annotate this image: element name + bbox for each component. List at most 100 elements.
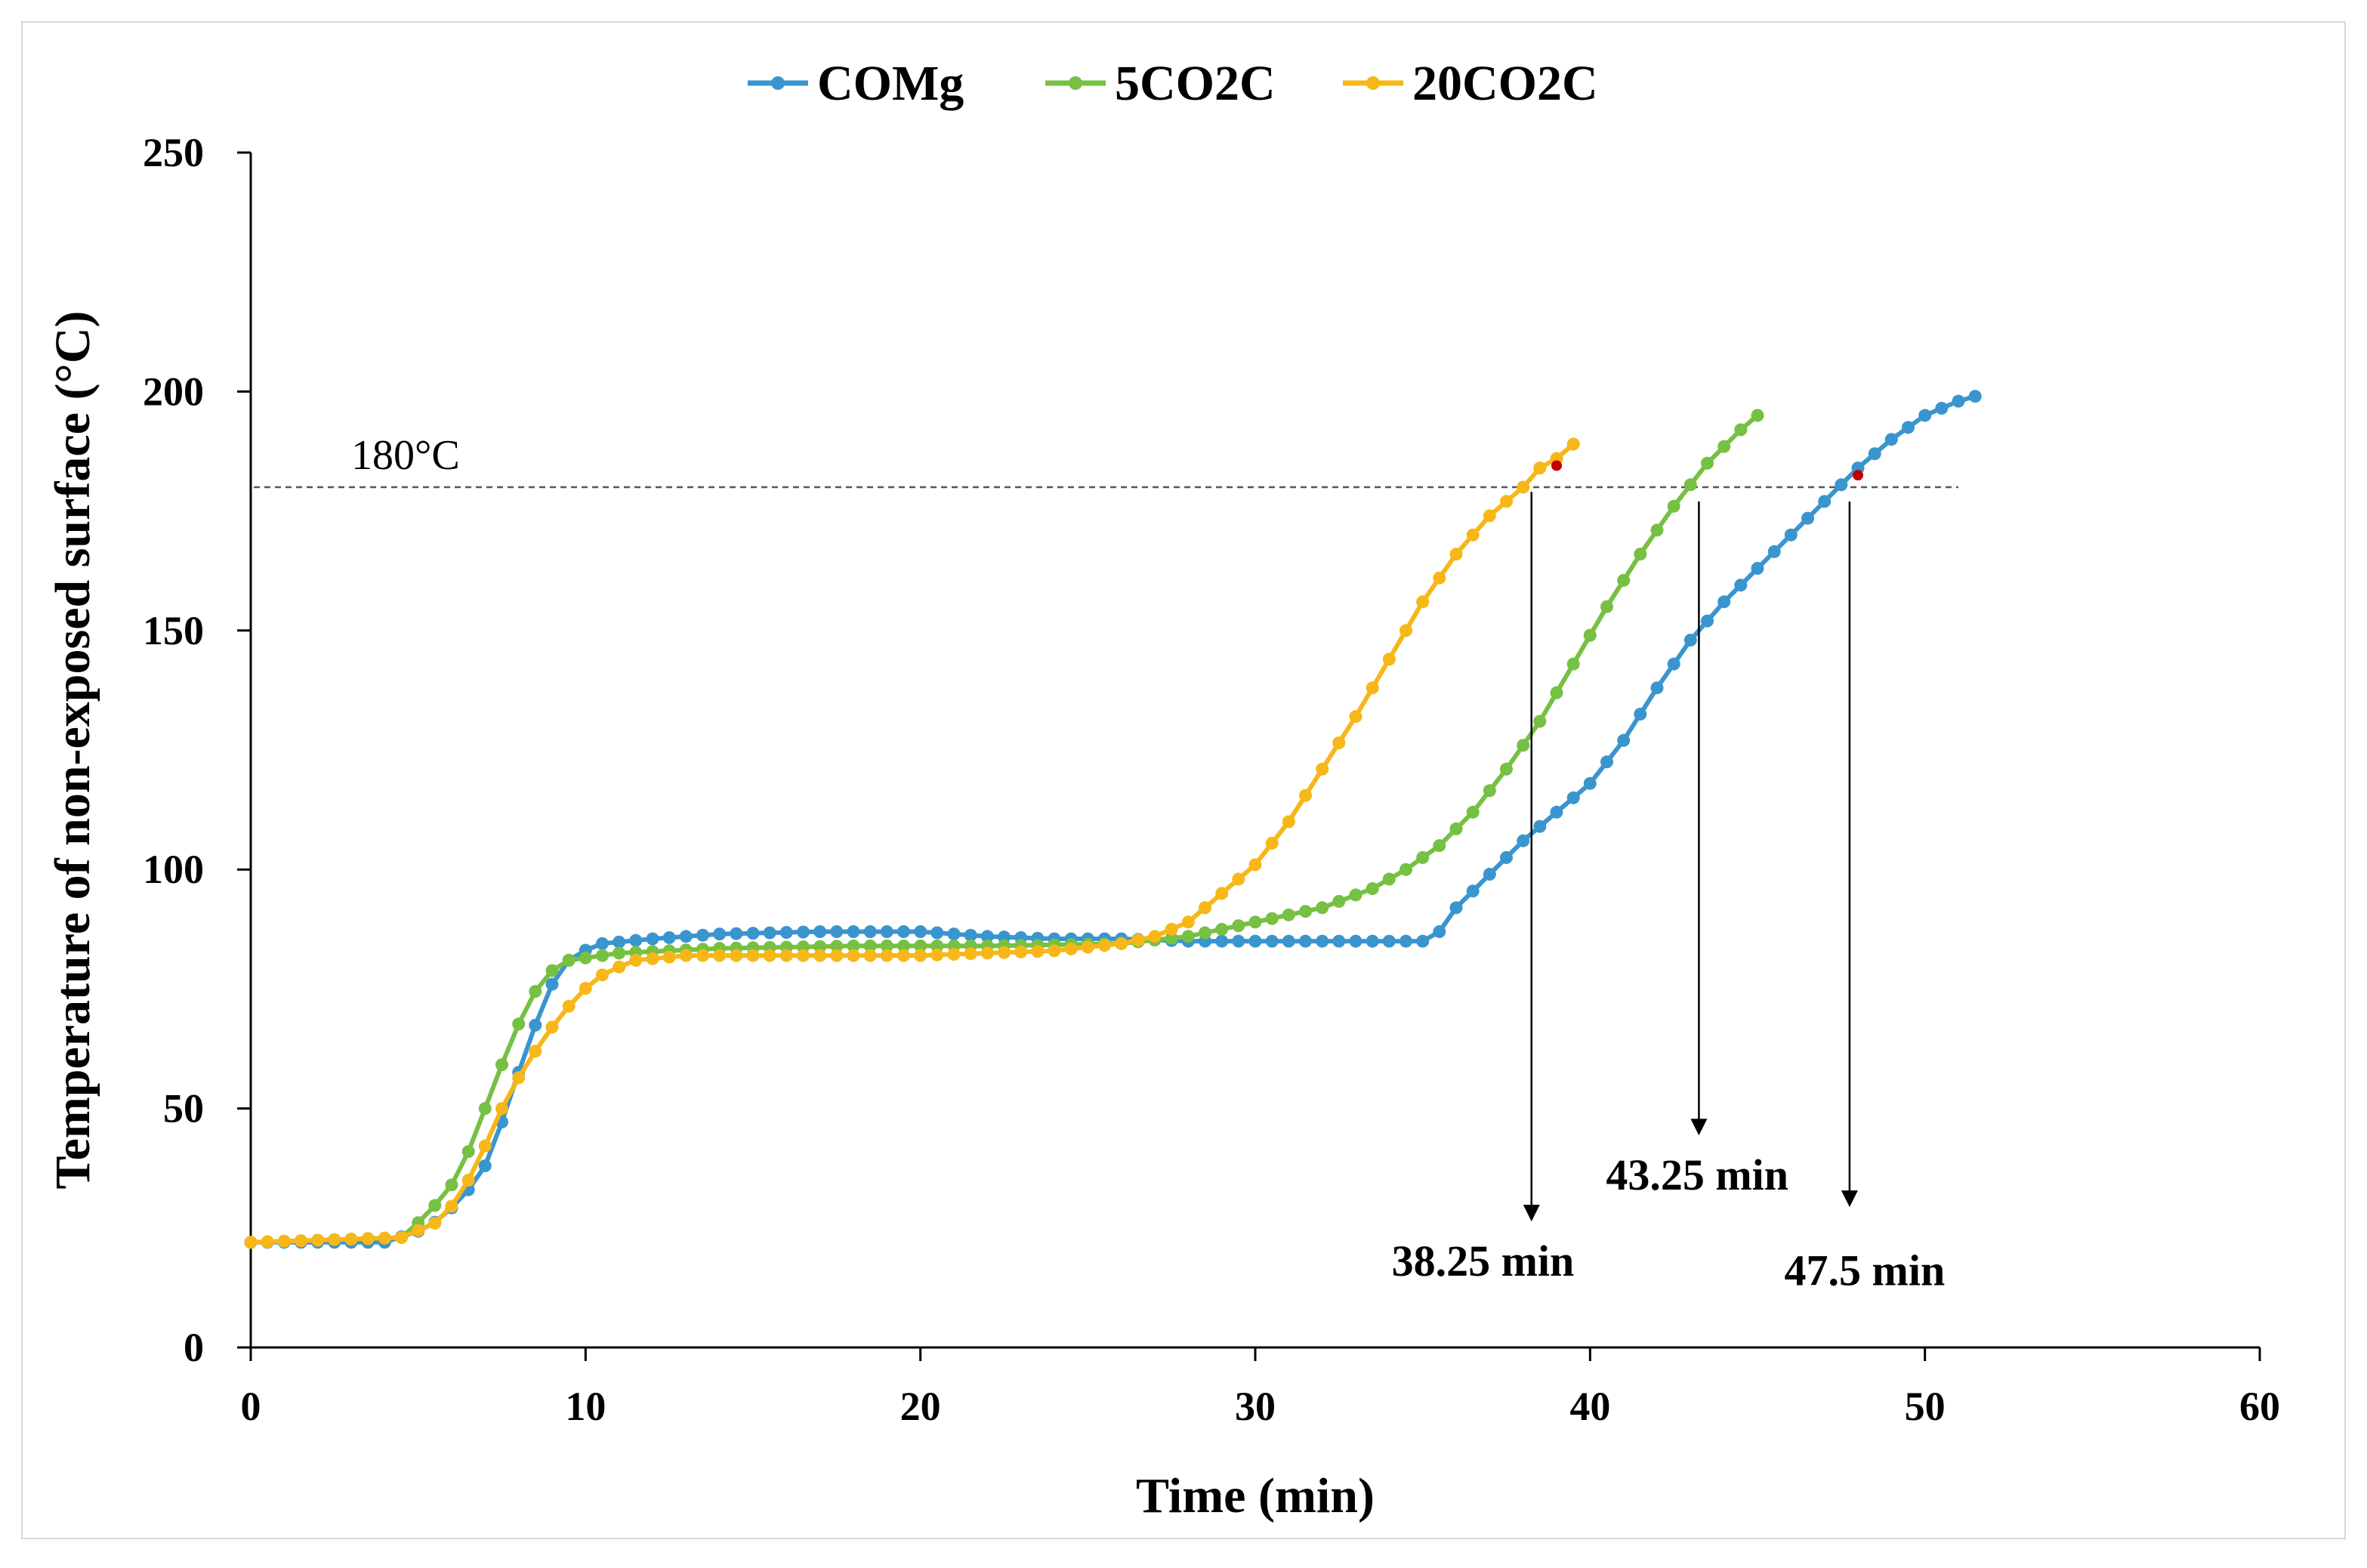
data-point-20co2c[interactable] [1165,922,1178,936]
data-point-5co2c[interactable] [512,1017,526,1031]
data-point-comg[interactable] [914,925,927,938]
data-point-20co2c[interactable] [746,949,760,962]
data-point-comg[interactable] [1533,819,1547,833]
data-point-5co2c[interactable] [1349,888,1362,902]
data-point-5co2c[interactable] [529,985,542,999]
data-point-20co2c[interactable] [378,1231,391,1245]
data-point-20co2c[interactable] [713,949,727,962]
data-point-comg[interactable] [1751,562,1764,575]
data-point-comg[interactable] [763,926,776,940]
data-point-20co2c[interactable] [277,1234,291,1248]
data-point-20co2c[interactable] [361,1232,375,1245]
data-point-20co2c[interactable] [1199,901,1211,915]
data-point-comg[interactable] [1215,934,1229,948]
data-point-20co2c[interactable] [1299,789,1312,802]
data-point-20co2c[interactable] [1148,930,1162,943]
data-point-20co2c[interactable] [847,949,860,962]
data-point-20co2c[interactable] [1416,595,1430,609]
data-point-5co2c[interactable] [1751,409,1764,422]
data-point-comg[interactable] [1818,495,1832,508]
data-point-20co2c[interactable] [1031,945,1045,958]
data-point-comg[interactable] [1784,528,1798,542]
data-point-comg[interactable] [1667,657,1680,671]
data-point-20co2c[interactable] [478,1139,492,1153]
data-point-5co2c[interactable] [1199,926,1211,940]
data-point-comg[interactable] [964,928,977,942]
data-point-comg[interactable] [1935,402,1949,415]
data-point-5co2c[interactable] [813,940,827,953]
legend-entry-20co2c[interactable]: 20CO2C [1343,56,1598,111]
data-point-5co2c[interactable] [445,1178,458,1192]
data-point-comg[interactable] [947,928,961,941]
data-point-20co2c[interactable] [1282,815,1295,829]
data-point-comg[interactable] [730,927,743,940]
data-point-5co2c[interactable] [1466,805,1480,819]
data-point-20co2c[interactable] [998,946,1011,959]
data-point-comg[interactable] [1952,394,1965,408]
data-point-comg[interactable] [1701,614,1714,628]
data-point-5co2c[interactable] [1500,762,1513,776]
data-point-20co2c[interactable] [1483,509,1496,523]
data-point-20co2c[interactable] [914,949,927,962]
data-point-5co2c[interactable] [930,939,944,952]
data-point-5co2c[interactable] [1683,478,1697,492]
data-point-comg[interactable] [746,927,760,940]
data-point-comg[interactable] [679,930,693,943]
data-point-5co2c[interactable] [1449,822,1463,835]
data-point-5co2c[interactable] [1650,523,1664,537]
data-point-comg[interactable] [662,931,676,944]
data-point-20co2c[interactable] [512,1071,526,1085]
data-point-comg[interactable] [1433,925,1446,938]
data-point-5co2c[interactable] [579,951,592,965]
data-point-20co2c[interactable] [1316,762,1329,776]
data-point-comg[interactable] [1248,934,1262,948]
data-point-comg[interactable] [863,925,877,938]
data-point-comg[interactable] [478,1159,492,1172]
data-point-5co2c[interactable] [478,1102,492,1116]
data-point-comg[interactable] [1835,478,1848,492]
data-point-5co2c[interactable] [1265,912,1279,925]
data-point-20co2c[interactable] [562,999,576,1013]
data-point-5co2c[interactable] [495,1058,508,1072]
data-point-5co2c[interactable] [428,1199,442,1212]
data-point-5co2c[interactable] [1382,872,1396,886]
data-point-comg[interactable] [1483,868,1496,881]
data-point-20co2c[interactable] [1517,480,1530,494]
data-point-20co2c[interactable] [1232,872,1245,886]
data-point-20co2c[interactable] [964,947,977,961]
data-point-comg[interactable] [1902,421,1915,434]
legend-entry-comg[interactable]: COMg [748,56,964,111]
data-point-5co2c[interactable] [897,939,910,952]
data-point-5co2c[interactable] [1400,863,1412,876]
data-point-comg[interactable] [1968,390,1982,403]
data-point-20co2c[interactable] [428,1217,442,1230]
data-point-20co2c[interactable] [613,960,626,974]
data-point-comg[interactable] [1232,934,1245,948]
data-point-comg[interactable] [629,934,643,947]
data-point-20co2c[interactable] [1098,939,1111,952]
data-point-5co2c[interactable] [1316,901,1329,915]
data-point-comg[interactable] [1550,805,1563,819]
data-point-20co2c[interactable] [395,1231,408,1244]
data-point-5co2c[interactable] [1667,499,1680,513]
data-point-comg[interactable] [696,928,709,942]
data-point-20co2c[interactable] [1566,437,1580,451]
data-point-5co2c[interactable] [613,946,626,960]
data-point-20co2c[interactable] [1449,548,1463,561]
data-point-comg[interactable] [1650,681,1664,695]
data-point-20co2c[interactable] [980,946,994,960]
data-point-5co2c[interactable] [847,939,860,952]
data-point-comg[interactable] [1416,934,1430,948]
data-point-5co2c[interactable] [1232,919,1245,933]
data-point-20co2c[interactable] [880,949,893,962]
data-point-5co2c[interactable] [562,953,576,967]
data-point-20co2c[interactable] [947,948,961,961]
data-point-20co2c[interactable] [328,1233,341,1246]
data-point-comg[interactable] [1566,791,1580,804]
data-point-comg[interactable] [1316,934,1329,948]
data-point-comg[interactable] [1332,934,1346,948]
data-point-20co2c[interactable] [1215,887,1229,900]
data-point-comg[interactable] [1282,934,1295,948]
data-point-comg[interactable] [1884,433,1898,446]
data-point-comg[interactable] [1617,733,1631,747]
